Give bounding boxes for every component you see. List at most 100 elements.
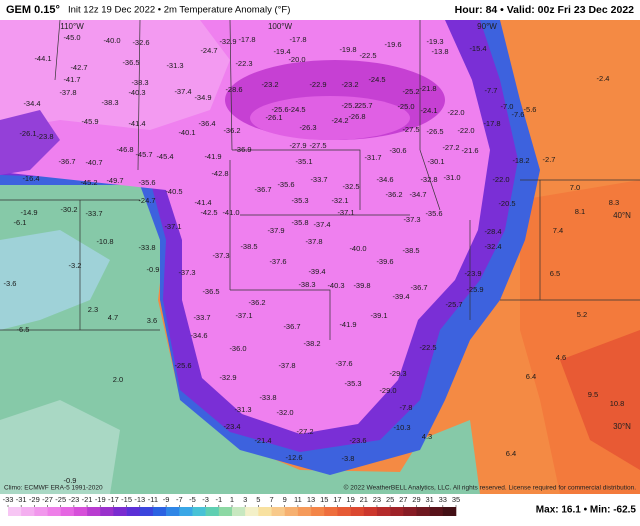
anomaly-label: -45.0 (63, 33, 80, 42)
anomaly-label: -28.4 (484, 227, 501, 236)
colorbar-label: 19 (346, 495, 354, 504)
longitude-label: 110°W (60, 22, 84, 31)
colorbar-swatch (271, 507, 286, 516)
anomaly-label: 9.5 (588, 390, 598, 399)
anomaly-label: -31.0 (443, 173, 460, 182)
grid-labels: 110°W 100°W 90°W 40°N 30°N (60, 22, 631, 431)
boundaries (0, 19, 640, 340)
anomaly-label: -38.2 (303, 339, 320, 348)
anomaly-label: -35.8 (291, 218, 308, 227)
colorbar-swatch (324, 507, 338, 516)
anomaly-label: -23.9 (464, 269, 481, 278)
anomaly-label: -35.1 (295, 157, 312, 166)
anomaly-label: -37.8 (278, 361, 295, 370)
anomaly-label: -36.7 (283, 322, 300, 331)
anomaly-label: -35.3 (291, 196, 308, 205)
colorbar-label: -13 (134, 495, 145, 504)
colorbar-label: 1 (230, 495, 234, 504)
anomaly-label: -41.4 (128, 119, 145, 128)
header-subtitle: Init 12z 19 Dec 2022 • 2m Temperature An… (68, 5, 290, 16)
colorbar-label: -11 (148, 495, 158, 504)
anomaly-label: -19.8 (339, 45, 356, 54)
anomaly-label: -17.8 (238, 35, 255, 44)
anomaly-label: -35.6 (277, 180, 294, 189)
anomaly-label: -36.2 (223, 126, 240, 135)
anomaly-label: -7.6 (512, 110, 525, 119)
anomaly-label: -49.7 (106, 176, 123, 185)
colorbar: -33 -31 -29 -27 -25 -23 -21 -19 -17 -15 -13 -11 -9 -7… (3, 495, 460, 516)
anomaly-label: -5.6 (524, 105, 537, 114)
colorbar-label: 5 (256, 495, 260, 504)
anomaly-label: -40.3 (327, 281, 344, 290)
max-min: Max: 16.1 • Min: -62.5 (536, 505, 637, 516)
anomaly-label: -25.7 (445, 300, 462, 309)
anomaly-label: -12.6 (285, 453, 302, 462)
anomaly-label: -37.8 (305, 237, 322, 246)
anomaly-label: -42.8 (211, 169, 228, 178)
anomaly-label: -3.8 (342, 454, 355, 463)
colorbar-swatch (73, 507, 88, 516)
anomaly-label: -38.5 (240, 242, 257, 251)
anomaly-label: -37.3 (178, 268, 195, 277)
colorbar-label: -21 (82, 495, 93, 504)
anomaly-label: -45.2 (80, 178, 97, 187)
anomaly-label: -35.3 (344, 379, 361, 388)
anomaly-label: -41.9 (204, 152, 221, 161)
anomaly-label: -22.0 (447, 108, 464, 117)
anomaly-label: -26.3 (299, 123, 316, 132)
anomaly-label: -41.9 (339, 320, 356, 329)
anomaly-label: -36.9 (234, 145, 251, 154)
anomaly-label: -33.7 (193, 313, 210, 322)
anomaly-label: -40.5 (165, 187, 182, 196)
colorbar-label: -29 (29, 495, 40, 504)
colorbar-label: -15 (121, 495, 132, 504)
anomaly-label: -17.8 (483, 119, 500, 128)
anomaly-label: -23.2 (261, 80, 278, 89)
colorbar-label: -19 (95, 495, 106, 504)
anomaly-label: 4.7 (108, 313, 118, 322)
anomaly-label: -3.6 (4, 279, 17, 288)
anomaly-label: -32.0 (276, 408, 293, 417)
colorbar-swatch (218, 507, 233, 516)
colorbar-swatch (166, 507, 180, 516)
neutral-anomaly (0, 400, 120, 494)
anomaly-label: -38.3 (131, 78, 148, 87)
colorbar-label: 9 (283, 495, 287, 504)
anomaly-label: -40.0 (349, 244, 366, 253)
anomaly-label: -32.9 (219, 37, 236, 46)
colorbar-swatch (284, 507, 299, 516)
anomaly-label: 3.6 (147, 316, 157, 325)
cold-core (250, 96, 410, 140)
anomaly-label: -21.8 (419, 84, 436, 93)
anomaly-label: -27.2 (442, 143, 459, 152)
anomaly-label: -2.4 (597, 74, 610, 83)
anomaly-label: -26.1 (19, 129, 36, 138)
anomaly-label: -31.7 (364, 153, 381, 162)
colorbar-label: -3 (202, 495, 209, 504)
anomaly-label: -15.4 (469, 44, 486, 53)
colorbar-swatch (126, 507, 141, 516)
colorbar-swatch (205, 507, 220, 516)
anomaly-label: -40.1 (178, 128, 195, 137)
anomaly-label: -22.9 (309, 80, 326, 89)
anomaly-label: 7.4 (553, 226, 563, 235)
anomaly-label: -34.6 (376, 175, 393, 184)
colorbar-swatch (337, 507, 351, 516)
anomaly-label: -39.4 (308, 267, 325, 276)
anomaly-label: -34.4 (23, 99, 40, 108)
anomaly-label: -37.9 (267, 226, 284, 235)
colorbar-swatch (297, 507, 312, 516)
anomaly-label: -41.0 (222, 208, 239, 217)
anomaly-label: -34.7 (409, 190, 426, 199)
colorbar-label: 15 (320, 495, 328, 504)
anomaly-label: -27.9 (289, 141, 306, 150)
anomaly-label: -38.5 (402, 246, 419, 255)
anomaly-label: 8.3 (609, 198, 619, 207)
anomaly-label: -30.1 (427, 157, 444, 166)
anomaly-label: -6.5 (17, 325, 30, 334)
colorbar-swatch (442, 507, 457, 516)
anomaly-label: -0.9 (64, 476, 77, 485)
colorbar-swatch (350, 507, 365, 516)
anomaly-label: -36.7 (254, 185, 271, 194)
anomaly-label: -30.6 (389, 146, 406, 155)
